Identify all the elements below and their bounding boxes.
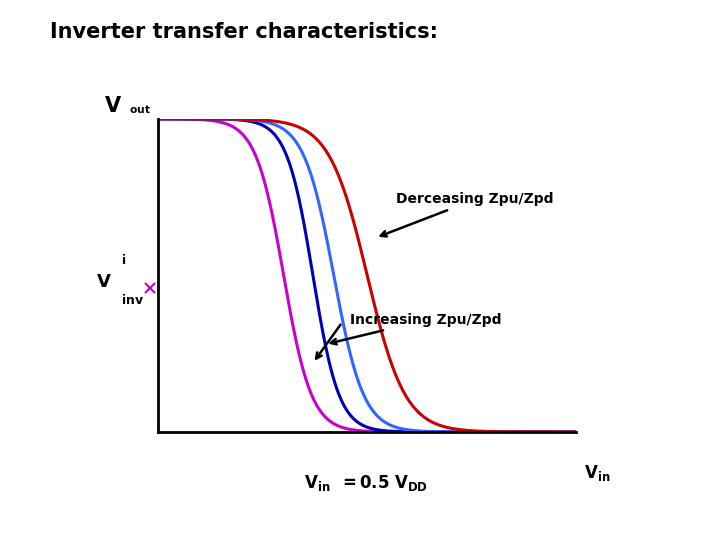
- Text: $\mathbf{V_{in}}$: $\mathbf{V_{in}}$: [304, 472, 330, 492]
- Text: $\mathbf{_{out}}$: $\mathbf{_{out}}$: [129, 100, 151, 116]
- Text: $\mathbf{= 0.5\ V_{DD}}$: $\mathbf{= 0.5\ V_{DD}}$: [339, 472, 428, 492]
- Text: $\mathbf{V}$: $\mathbf{V}$: [96, 273, 112, 291]
- Text: Increasing Zpu/Zpd: Increasing Zpu/Zpd: [331, 313, 502, 345]
- Text: $\mathbf{V_{in}}$: $\mathbf{V_{in}}$: [585, 463, 611, 483]
- Text: $\mathbf{i}$: $\mathbf{i}$: [121, 253, 126, 267]
- Text: $\mathbf{V}$: $\mathbf{V}$: [104, 96, 122, 116]
- Text: Derceasing Zpu/Zpd: Derceasing Zpu/Zpd: [381, 192, 554, 237]
- Text: $\mathbf{inv}$: $\mathbf{inv}$: [121, 293, 144, 307]
- Text: Inverter transfer characteristics:: Inverter transfer characteristics:: [50, 22, 438, 42]
